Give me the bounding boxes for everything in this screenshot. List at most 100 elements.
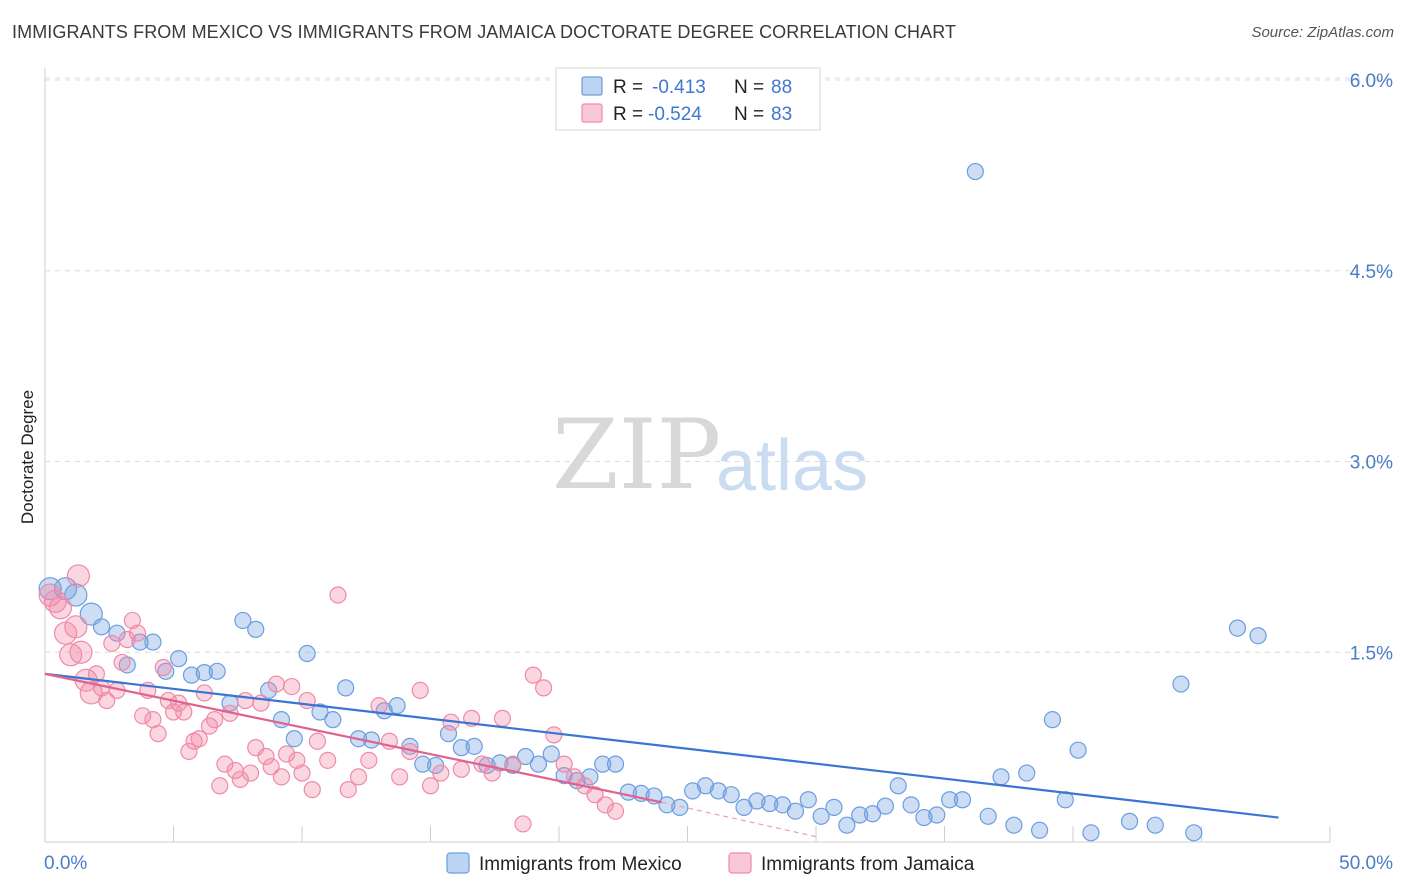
legend-swatch-mexico <box>446 852 470 874</box>
point-mexico <box>594 755 612 773</box>
point-jamaica <box>272 768 291 786</box>
point-jamaica <box>134 707 152 725</box>
point-jamaica <box>303 780 321 799</box>
point-jamaica <box>329 586 347 604</box>
point-jamaica <box>206 711 224 729</box>
point-mexico <box>1120 812 1139 830</box>
point-mexico <box>388 697 406 715</box>
point-jamaica <box>596 796 614 814</box>
point-jamaica <box>421 777 440 795</box>
point-jamaica <box>123 611 141 630</box>
stats-n-label-mexico: N = <box>734 77 764 98</box>
point-mexico <box>182 666 201 684</box>
point-jamaica <box>606 802 625 820</box>
point-mexico <box>1018 764 1036 782</box>
point-jamaica <box>98 691 116 710</box>
trend-line-mexico <box>44 672 1279 819</box>
point-jamaica <box>288 751 306 769</box>
point-jamaica <box>319 751 337 769</box>
point-jamaica <box>493 709 512 727</box>
point-jamaica <box>298 691 316 710</box>
point-jamaica <box>339 780 357 799</box>
point-jamaica <box>277 745 296 763</box>
stats-r-value-mexico: -0.413 <box>652 77 706 98</box>
point-mexico <box>992 768 1010 786</box>
stats-swatch-mexico <box>581 76 603 96</box>
stats-n-value-jamaica: 83 <box>771 104 792 125</box>
point-mexico <box>825 798 843 816</box>
point-mexico <box>812 807 830 825</box>
point-mexico <box>170 650 188 668</box>
point-mexico <box>838 816 856 834</box>
point-mexico <box>606 755 625 773</box>
point-jamaica <box>308 732 327 750</box>
point-jamaica <box>242 764 260 782</box>
point-mexico <box>311 703 329 721</box>
point-mexico <box>92 618 111 636</box>
axes <box>44 68 1331 843</box>
series-mexico-points <box>38 162 1267 842</box>
point-mexico <box>144 633 162 651</box>
point-mexico <box>247 620 265 638</box>
point-mexico <box>928 806 946 824</box>
point-mexico <box>298 644 316 663</box>
point-mexico <box>79 602 103 626</box>
point-jamaica <box>231 770 249 789</box>
point-mexico <box>876 797 894 815</box>
point-mexico <box>761 794 779 813</box>
legend-label-mexico: Immigrants from Mexico <box>479 854 682 875</box>
point-jamaica <box>66 564 91 588</box>
point-mexico <box>1172 675 1190 693</box>
point-mexico <box>1030 821 1049 839</box>
stats-r-label-jamaica: R = <box>613 104 643 125</box>
watermark-zip: ZIP <box>552 399 721 511</box>
y-tick-label: 3.0% <box>1350 453 1393 474</box>
point-mexico <box>748 792 766 810</box>
point-mexico <box>863 805 882 823</box>
point-mexico <box>542 745 560 763</box>
point-jamaica <box>69 640 93 664</box>
trend-lines <box>44 672 1279 838</box>
point-jamaica <box>103 634 121 652</box>
grid <box>45 77 1392 653</box>
point-mexico <box>915 808 933 827</box>
point-jamaica <box>360 751 378 769</box>
stats-n-label-jamaica: N = <box>734 104 764 125</box>
legend-swatch-jamaica <box>728 852 752 874</box>
point-jamaica <box>180 742 198 761</box>
point-mexico <box>1082 824 1100 842</box>
point-jamaica <box>483 764 501 782</box>
series-jamaica-points <box>38 564 625 833</box>
point-mexico <box>234 611 252 630</box>
point-jamaica <box>555 755 573 773</box>
stats-swatch-jamaica <box>581 103 603 123</box>
trend-line-jamaica <box>44 672 663 804</box>
point-jamaica <box>211 777 229 795</box>
point-mexico <box>684 782 702 800</box>
point-mexico <box>953 791 972 809</box>
point-mexico <box>1043 711 1062 729</box>
point-mexico <box>1228 619 1247 637</box>
point-mexico <box>902 796 920 814</box>
series-legend: Immigrants from Mexico Immigrants from J… <box>446 852 975 875</box>
point-jamaica <box>524 666 542 684</box>
y-tick-label: 6.0% <box>1350 71 1393 92</box>
point-jamaica <box>283 677 301 696</box>
watermark: ZIP atlas <box>552 399 868 511</box>
point-mexico <box>414 755 432 773</box>
stats-legend: R = -0.413 N = 88 R = -0.524 N = 83 <box>555 67 821 131</box>
tick-labels: 1.5% 3.0% 4.5% 6.0% 0.0% 50.0% <box>44 71 1393 874</box>
point-jamaica <box>236 691 255 710</box>
point-jamaica <box>452 760 470 778</box>
point-mexico <box>516 747 535 766</box>
point-mexico <box>722 786 740 804</box>
point-jamaica <box>79 681 103 705</box>
point-jamaica <box>293 764 311 782</box>
point-jamaica <box>514 815 532 833</box>
point-mexico <box>966 162 984 181</box>
point-mexico <box>452 739 470 757</box>
point-mexico <box>208 662 226 680</box>
y-tick-label: 1.5% <box>1350 643 1393 664</box>
point-jamaica <box>149 725 167 743</box>
y-tick-label: 4.5% <box>1350 262 1393 283</box>
